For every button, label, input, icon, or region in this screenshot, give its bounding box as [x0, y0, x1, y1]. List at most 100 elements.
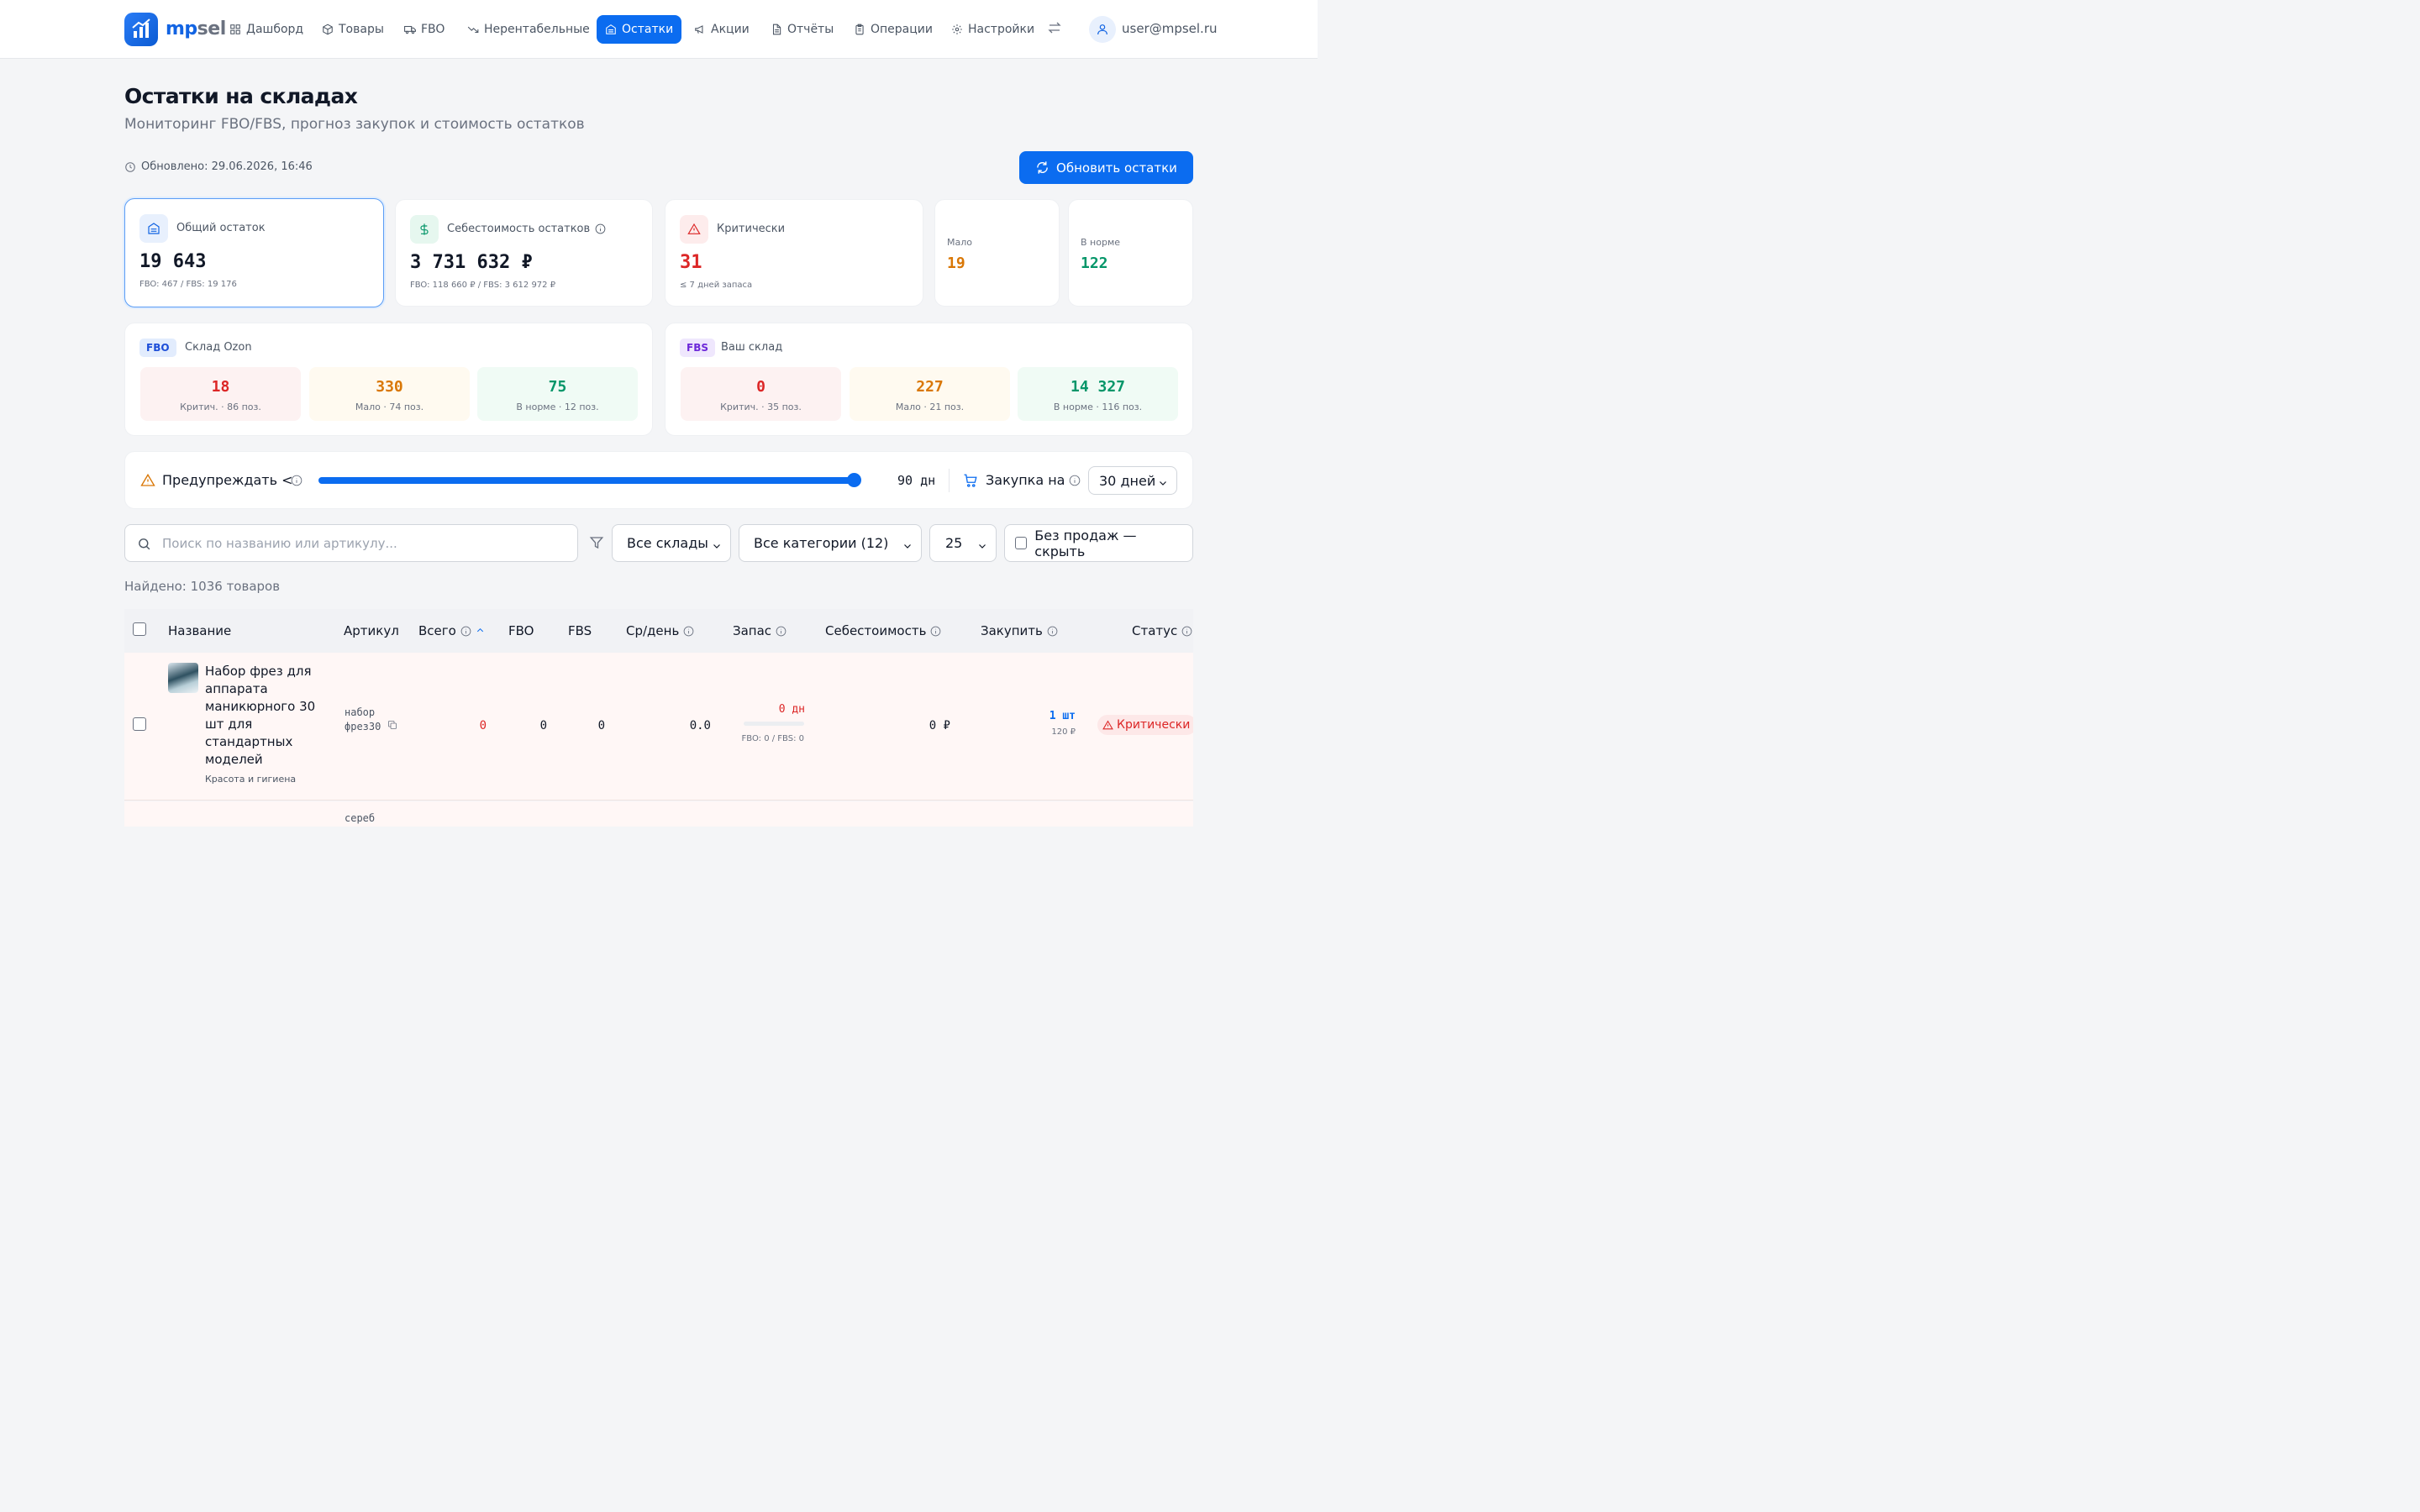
info-icon[interactable]	[1069, 475, 1081, 486]
copy-icon[interactable]	[387, 720, 397, 733]
low-card[interactable]: Мало 19	[934, 199, 1060, 307]
nav-unprofitable[interactable]: Нерентабельные	[459, 15, 598, 44]
purchase-label: Закупка на	[986, 472, 1065, 488]
checkbox-label: Без продаж — скрыть	[1034, 527, 1137, 559]
nav-label: FBO	[421, 23, 445, 36]
fbo-low-tile[interactable]: 330 Мало · 74 поз.	[309, 367, 470, 421]
nav-stock[interactable]: Остатки	[597, 15, 682, 44]
buy-qty-cell: 1 шт	[1049, 710, 1076, 722]
column-fbo[interactable]: FBO	[508, 623, 534, 638]
nav-dashboard[interactable]: Дашборд	[221, 15, 312, 44]
search-input[interactable]	[162, 525, 566, 561]
column-per-day[interactable]: Ср/день	[626, 623, 694, 638]
fbs-normal-tile[interactable]: 14 327 В норме · 116 поз.	[1018, 367, 1178, 421]
select-value: Все склады	[627, 535, 708, 551]
swap-icon[interactable]	[1047, 20, 1064, 37]
tile-value: 227	[916, 378, 944, 396]
column-stock-days[interactable]: Запас	[733, 623, 786, 638]
per-day-cell: 0.0	[689, 719, 711, 732]
logo-icon[interactable]	[124, 13, 158, 46]
threshold-value: 90 дн	[897, 473, 936, 488]
nav-settings[interactable]: Настройки	[943, 15, 1043, 44]
tile-label: В норме · 12 поз.	[516, 402, 599, 412]
nav-reports[interactable]: Отчёты	[762, 15, 842, 44]
user-email[interactable]: user@mpsel.ru	[1122, 21, 1218, 36]
card-value: 19	[947, 255, 965, 272]
product-thumbnail[interactable]	[168, 663, 198, 693]
info-icon[interactable]	[1047, 626, 1058, 637]
fbo-normal-tile[interactable]: 75 В норме · 12 поз.	[477, 367, 638, 421]
threshold-slider-handle[interactable]	[847, 473, 861, 487]
warehouse-filter-select[interactable]: Все склады	[612, 524, 731, 562]
column-status[interactable]: Статус	[1132, 623, 1192, 638]
product-name[interactable]: Набор фрез для аппарата маникюрного 30 ш…	[205, 664, 316, 767]
column-name[interactable]: Название	[168, 623, 232, 638]
product-sku: набор фрез30	[345, 706, 381, 732]
purchase-period-select[interactable]: 30 дней	[1088, 466, 1177, 495]
critical-card[interactable]: Критически 31 ≤ 7 дней запаса	[665, 199, 923, 307]
nav-fbo[interactable]: FBO	[396, 15, 453, 44]
refresh-icon	[1037, 161, 1048, 174]
chevron-down-icon	[977, 538, 987, 549]
search-icon	[139, 538, 150, 550]
fbo-critical-tile[interactable]: 18 Критич. · 86 поз.	[140, 367, 301, 421]
nav-label: Товары	[339, 23, 384, 36]
column-cost[interactable]: Себестоимость	[825, 623, 941, 638]
nav-label: Операции	[871, 23, 933, 36]
column-total[interactable]: Всего	[418, 623, 485, 638]
filter-icon[interactable]	[589, 535, 604, 550]
tile-label: В норме · 116 поз.	[1053, 402, 1143, 412]
updated-text: Обновлено: 29.06.2026, 16:46	[141, 160, 313, 173]
fbo-badge: FBO	[139, 339, 176, 357]
row-checkbox[interactable]	[133, 717, 146, 731]
table-row[interactable]: сереб	[124, 801, 1193, 827]
nav-products[interactable]: Товары	[313, 15, 392, 44]
stock-progress-bar	[744, 722, 804, 726]
normal-card[interactable]: В норме 122	[1068, 199, 1193, 307]
fbs-warehouse-panel: FBS Ваш склад 0 Критич. · 35 поз. 227 Ма…	[665, 323, 1193, 436]
alert-triangle-icon	[680, 215, 708, 244]
total-stock-card[interactable]: Общий остаток 19 643 FBO: 467 / FBS: 19 …	[124, 198, 384, 307]
info-icon[interactable]	[776, 626, 786, 637]
card-label: Общий остаток	[176, 222, 266, 234]
info-icon[interactable]	[595, 223, 606, 234]
info-icon[interactable]	[683, 626, 694, 637]
info-icon[interactable]	[1181, 626, 1192, 637]
fbs-critical-tile[interactable]: 0 Критич. · 35 поз.	[681, 367, 841, 421]
stock-cost-card[interactable]: Себестоимость остатков 3 731 632 ₽ FBO: …	[395, 199, 653, 307]
fbo-cell: 0	[539, 719, 547, 732]
sort-asc-icon[interactable]	[476, 623, 485, 638]
info-icon[interactable]	[460, 626, 471, 637]
select-all-checkbox[interactable]	[133, 622, 146, 636]
box-icon	[323, 24, 333, 35]
updated-timestamp: Обновлено: 29.06.2026, 16:46	[124, 160, 313, 173]
page-size-select[interactable]: 25	[929, 524, 997, 562]
select-value: 30 дней	[1099, 472, 1156, 489]
column-sku[interactable]: Артикул	[344, 623, 399, 638]
tile-label: Мало · 21 поз.	[895, 402, 965, 412]
product-category: Красота и гигиена	[205, 774, 297, 785]
select-value: Все категории (12)	[754, 535, 889, 551]
fbs-badge: FBS	[680, 339, 715, 357]
nav-promotions[interactable]: Акции	[686, 15, 758, 44]
nav-operations[interactable]: Операции	[845, 15, 941, 44]
fbs-low-tile[interactable]: 227 Мало · 21 поз.	[850, 367, 1010, 421]
product-sku: сереб	[345, 812, 376, 824]
top-bar: mpsel Дашборд Товары FBO Нерентабельные …	[0, 0, 1318, 59]
column-fbs[interactable]: FBS	[568, 623, 592, 638]
avatar[interactable]	[1089, 16, 1116, 43]
logo-text[interactable]: mpsel	[166, 18, 226, 39]
hide-no-sales-toggle[interactable]: Без продаж — скрыть	[1004, 524, 1193, 562]
column-buy[interactable]: Закупить	[981, 623, 1058, 638]
category-filter-select[interactable]: Все категории (12)	[739, 524, 922, 562]
info-icon[interactable]	[291, 475, 302, 486]
threshold-panel: Предупреждать < 90 дн Закупка на 30 дней	[124, 451, 1193, 509]
table-row[interactable]: Набор фрез для аппарата маникюрного 30 ш…	[124, 653, 1193, 801]
chevron-down-icon	[1158, 475, 1168, 486]
grid-icon	[230, 24, 240, 34]
threshold-slider-track[interactable]	[318, 477, 854, 484]
refresh-label: Обновить остатки	[1056, 160, 1177, 176]
refresh-stock-button[interactable]: Обновить остатки	[1019, 151, 1193, 184]
info-icon[interactable]	[930, 626, 941, 637]
hide-no-sales-checkbox[interactable]	[1015, 537, 1028, 549]
